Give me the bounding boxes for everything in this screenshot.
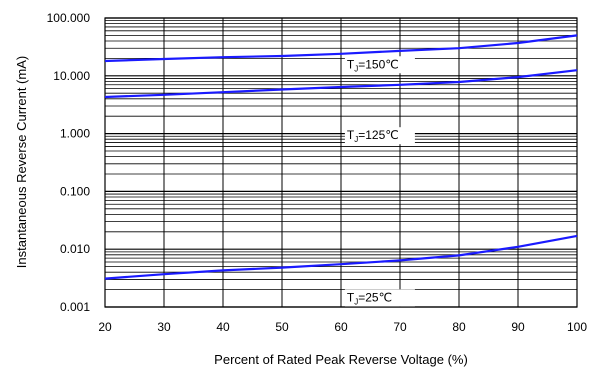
annotation-background (344, 127, 415, 145)
y-tick-label: 0.010 (60, 242, 90, 256)
x-tick-label: 50 (275, 320, 289, 334)
x-tick-label: 60 (334, 320, 348, 334)
tick-labels: 20 30 40 50 60 70 80 90 100 0.001 0.010 0.100 1.000 1… (47, 11, 588, 334)
annotation-label-1: TJ=125℃ (347, 128, 399, 144)
annotation-background (344, 289, 415, 307)
series-line-1 (104, 69, 578, 99)
x-tick-label: 20 (98, 320, 112, 334)
annotation-background (344, 56, 415, 74)
y-axis-label: Instantaneous Reverse Current (mA) (14, 56, 29, 268)
y-tick-label: 10.000 (53, 69, 90, 83)
plot-frame (104, 17, 578, 308)
annotation-label-0: TJ=150℃ (347, 57, 399, 73)
annotation-label-2: TJ=25℃ (347, 290, 392, 306)
y-tick-label: 0.001 (60, 300, 90, 314)
y-tick-label: 100.000 (47, 11, 91, 25)
x-tick-label: 70 (393, 320, 407, 334)
annotations: TJ=150℃ TJ=125℃ TJ=25℃ (344, 56, 415, 307)
y-tick-label: 0.100 (60, 184, 90, 198)
x-tick-label: 100 (567, 320, 587, 334)
x-tick-label: 80 (452, 320, 466, 334)
series-line-0 (104, 34, 578, 63)
y-tick-label: 1.000 (60, 127, 90, 141)
x-tick-label: 30 (157, 320, 171, 334)
series-group (104, 34, 578, 280)
x-axis-label: Percent of Rated Peak Reverse Voltage (%… (214, 352, 468, 367)
series-line-2 (104, 234, 578, 280)
x-tick-label: 90 (511, 320, 525, 334)
x-tick-label: 40 (216, 320, 230, 334)
